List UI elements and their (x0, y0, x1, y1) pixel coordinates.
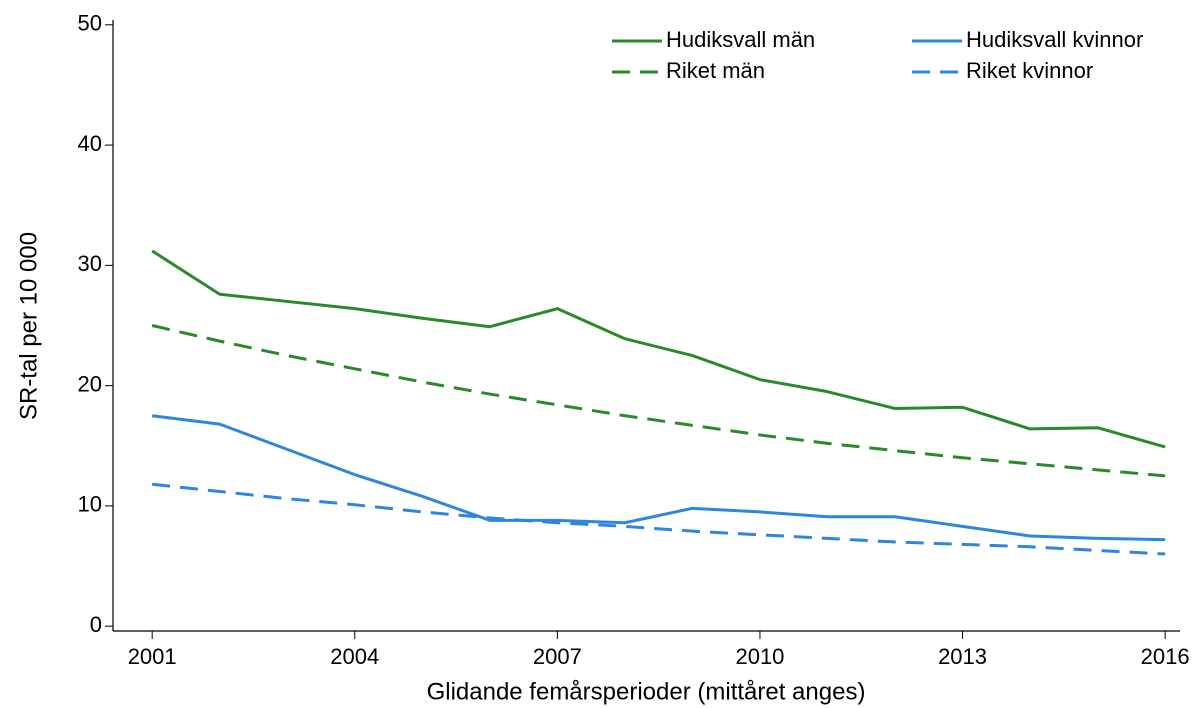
line-series (151, 324, 1166, 478)
x-tick-label: 2013 (938, 644, 987, 669)
line-series (152, 482, 1166, 556)
y-tick-label: 10 (78, 492, 102, 517)
line-series (151, 249, 1166, 449)
line-series (151, 414, 1166, 542)
y-tick-label: 50 (78, 11, 102, 36)
legend-label: Hudiksvall kvinnor (966, 27, 1143, 52)
y-tick-label: 30 (78, 251, 102, 276)
x-axis-title: Glidande femårsperioder (mittåret anges) (427, 678, 866, 705)
y-tick-label: 0 (90, 612, 102, 637)
x-tick-label: 2016 (1141, 644, 1190, 669)
y-tick-label: 40 (78, 131, 102, 156)
x-tick-label: 2010 (735, 644, 784, 669)
y-tick-label: 20 (78, 371, 102, 396)
legend-label: Riket kvinnor (966, 58, 1093, 83)
x-tick-label: 2001 (128, 644, 177, 669)
legend-label: Riket män (666, 58, 765, 83)
legend-label: Hudiksvall män (666, 27, 815, 52)
y-axis-title: SR-tal per 10 000 (15, 232, 42, 420)
x-tick-label: 2004 (330, 644, 379, 669)
x-tick-label: 2007 (533, 644, 582, 669)
